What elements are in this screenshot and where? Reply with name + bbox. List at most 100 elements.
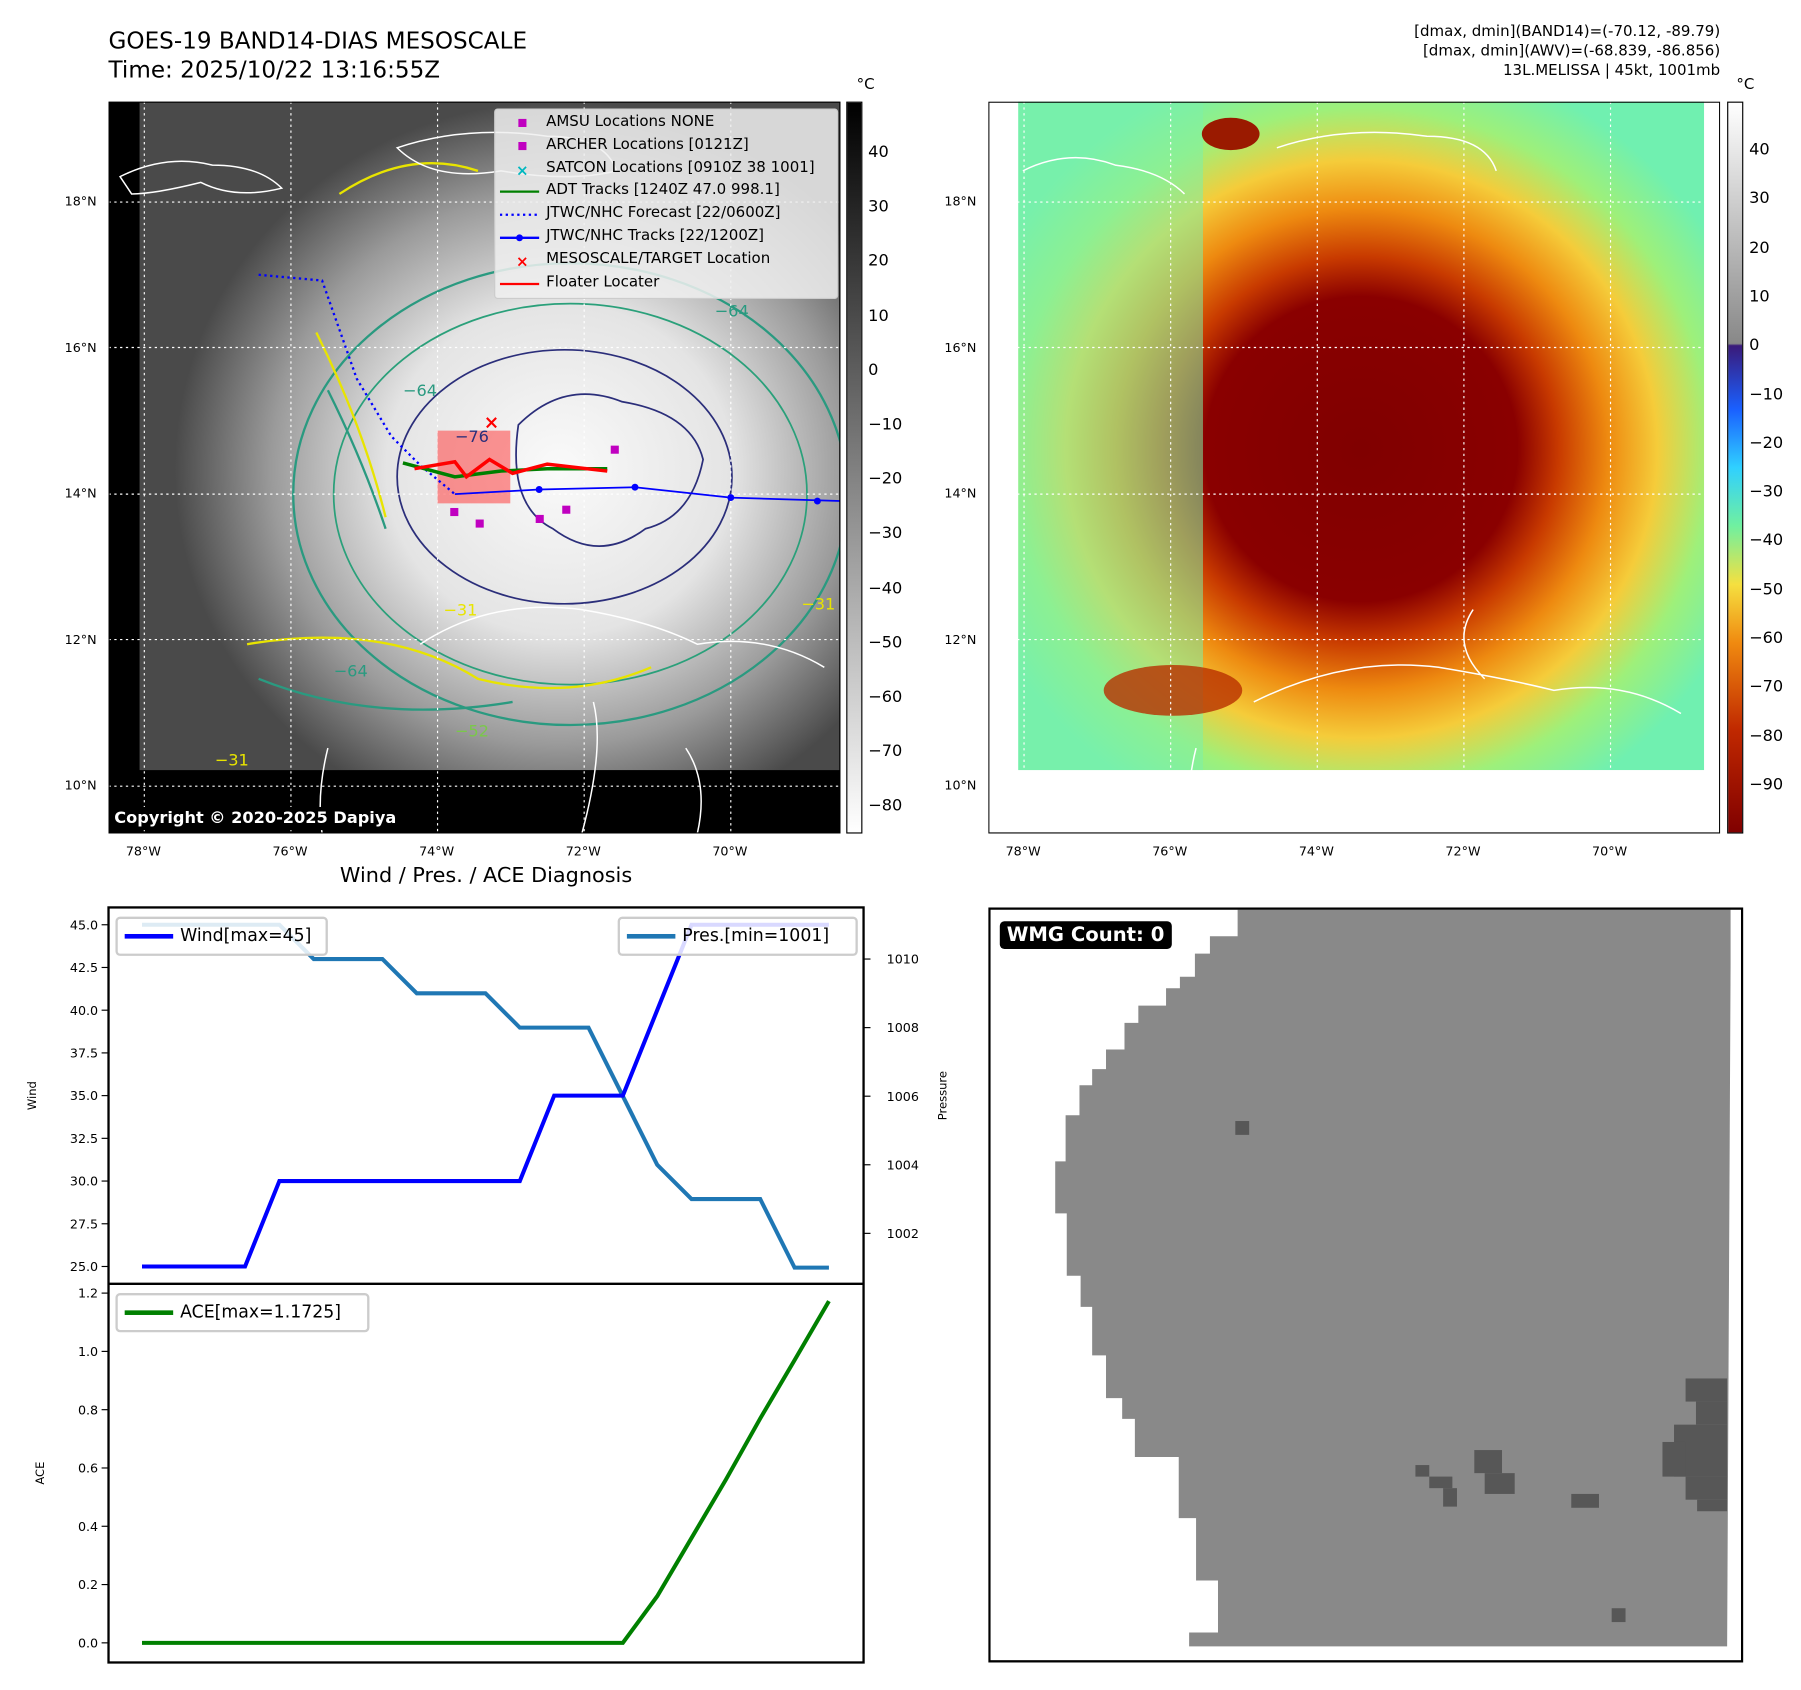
- legend-wind-label: Wind[max=45]: [180, 924, 312, 946]
- wind-tick-label: 40.0: [70, 1003, 98, 1018]
- ace-line: [142, 1300, 831, 1645]
- legend-ace: ACE[max=1.1725]: [115, 1293, 370, 1333]
- right-colorbar: [1727, 101, 1744, 834]
- legend-symbol-icon: [499, 190, 540, 194]
- floater-track: [414, 457, 608, 480]
- colorbar-tick-label: −10: [1749, 385, 1784, 404]
- colorbar-tick-label: 20: [1749, 238, 1770, 257]
- wind-pressure-ace-chart: 45.0 42.5 40.0 37.5 35.0 32.5 30.0 27.5 25.0 1010…: [25, 906, 950, 1664]
- colorbar-tick-label: −60: [868, 688, 903, 707]
- longitude-label: 76°W: [272, 843, 308, 859]
- wmg-grid: [988, 907, 1744, 1663]
- legend-pressure-label: Pres.[min=1001]: [682, 924, 830, 946]
- latitude-label: 12°N: [64, 632, 97, 648]
- colorbar-tick-label: 40: [868, 143, 889, 162]
- latitude-label: 14°N: [944, 486, 977, 502]
- right-colorbar-unit: °C: [1736, 76, 1755, 94]
- legend-entry: × MESOSCALE/TARGET Location: [495, 249, 837, 272]
- contour-label: −31: [215, 750, 249, 769]
- contour-label: −76: [455, 427, 489, 446]
- contour-label: −31: [801, 595, 835, 614]
- contour-label: −31: [443, 600, 477, 619]
- legend-entry: JTWC/NHC Tracks [22/1200Z]: [495, 226, 837, 249]
- ace-tick-label: 0.6: [78, 1461, 98, 1476]
- contour-label: −52: [455, 722, 489, 741]
- info-awv: [dmax, dmin](AWV)=(-68.839, -86.856): [1422, 42, 1721, 61]
- title-line-1: GOES-19 BAND14-DIAS MESOSCALE: [108, 26, 528, 55]
- legend-symbol-icon: [518, 118, 527, 127]
- legend-entry: ADT Tracks [1240Z 47.0 998.1]: [495, 181, 837, 204]
- chart-title: Wind / Pres. / ACE Diagnosis: [339, 863, 633, 888]
- legend-ace-label: ACE[max=1.1725]: [180, 1301, 342, 1322]
- legend-entry: × SATCON Locations [0910Z 38 1001]: [495, 158, 837, 181]
- info-storm: 13L.MELISSA | 45kt, 1001mb: [1502, 62, 1721, 80]
- latitude-label: 16°N: [64, 340, 97, 356]
- colorbar-tick-label: −30: [868, 524, 903, 544]
- legend-entry: JTWC/NHC Forecast [22/0600Z]: [495, 203, 837, 226]
- ace-tick-label: 0.4: [78, 1519, 98, 1534]
- colorbar-tick-label: 10: [868, 306, 889, 326]
- ace-tick-label: 1.0: [78, 1344, 98, 1359]
- longitude-label: 74°W: [419, 843, 455, 859]
- legend-label: Floater Locater: [546, 273, 660, 291]
- latitude-label: 16°N: [944, 340, 977, 356]
- legend-label: SATCON Locations [0910Z 38 1001]: [546, 158, 815, 177]
- left-colorbar-unit: °C: [856, 76, 875, 94]
- colorbar-tick-label: 30: [1749, 189, 1770, 209]
- wind-tick-label: 30.0: [70, 1174, 98, 1189]
- colorbar-tick-label: 10: [1749, 287, 1770, 306]
- ace-tick-label: 0.0: [78, 1635, 98, 1650]
- legend-pressure: Pres.[min=1001]: [617, 916, 858, 956]
- legend-symbol-icon: [518, 141, 527, 150]
- wind-tick-label: 42.5: [70, 960, 98, 975]
- legend-label: JTWC/NHC Tracks [22/1200Z]: [546, 227, 765, 245]
- colorbar-tick-label: 30: [868, 197, 889, 217]
- longitude-label: 70°W: [1592, 843, 1628, 859]
- pressure-tick-label: 1006: [887, 1089, 919, 1104]
- pressure-tick-label: 1004: [887, 1157, 919, 1172]
- colorbar-tick-label: −20: [868, 470, 903, 489]
- svg-text:×: ×: [484, 412, 499, 433]
- colorbar-tick-label: −60: [1749, 629, 1784, 648]
- longitude-label: 74°W: [1298, 843, 1334, 859]
- ace-tick-label: 0.8: [78, 1402, 98, 1417]
- svg-text:×: ×: [516, 253, 529, 269]
- longitude-label: 72°W: [1445, 843, 1481, 859]
- copyright-label: Copyright © 2020-2025 Dapiya: [109, 806, 401, 831]
- colorbar-tick-label: 40: [1749, 140, 1770, 160]
- latitude-label: 10°N: [944, 778, 977, 794]
- longitude-label: 70°W: [712, 843, 748, 859]
- legend-entry: AMSU Locations NONE: [495, 112, 837, 135]
- legend-label: AMSU Locations NONE: [546, 113, 715, 131]
- legend-label: ADT Tracks [1240Z 47.0 998.1]: [546, 181, 780, 200]
- legend-symbol-icon: [499, 234, 540, 242]
- latitude-label: 18°N: [64, 193, 97, 209]
- colorbar-tick-label: −20: [1749, 433, 1784, 453]
- longitude-label: 78°W: [125, 843, 161, 859]
- wind-line: [142, 922, 829, 1269]
- legend-entry: Floater Locater: [495, 272, 837, 295]
- longitude-label: 76°W: [1152, 843, 1188, 859]
- colorbar-tick-label: −80: [1749, 726, 1784, 746]
- legend-label: MESOSCALE/TARGET Location: [546, 250, 771, 268]
- contour-label: −64: [403, 381, 437, 400]
- colorbar-tick-label: −50: [1749, 580, 1784, 599]
- latitude-label: 12°N: [944, 632, 977, 648]
- ace-axis-label: ACE: [33, 1462, 47, 1485]
- colorbar-tick-label: −70: [868, 742, 903, 762]
- left-colorbar: [846, 101, 863, 834]
- colorbar-tick-label: −80: [868, 797, 903, 816]
- map-legend: AMSU Locations NONE ARCHER Locations [012…: [494, 108, 839, 300]
- colorbar-tick-label: 20: [868, 252, 889, 271]
- colorbar-tick-label: −30: [1749, 482, 1784, 502]
- colorbar-tick-label: −40: [868, 579, 903, 598]
- colorbar-tick-label: −90: [1749, 775, 1784, 795]
- pressure-tick-label: 1010: [887, 952, 919, 967]
- wind-axis-label: Wind: [25, 1081, 39, 1110]
- legend-label: ARCHER Locations [0121Z]: [546, 135, 749, 154]
- wmg-count-badge: WMG Count: 0: [999, 921, 1172, 949]
- latitude-label: 14°N: [64, 486, 97, 502]
- info-band14: [dmax, dmin](BAND14)=(-70.12, -89.79): [1414, 23, 1721, 41]
- colorbar-tick-label: 0: [868, 361, 879, 380]
- legend-label: JTWC/NHC Forecast [22/0600Z]: [546, 204, 781, 222]
